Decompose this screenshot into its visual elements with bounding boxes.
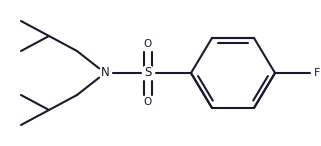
- Text: O: O: [144, 39, 152, 49]
- Text: N: N: [100, 66, 109, 80]
- Text: F: F: [314, 68, 320, 78]
- Text: O: O: [144, 97, 152, 107]
- Text: S: S: [144, 66, 152, 80]
